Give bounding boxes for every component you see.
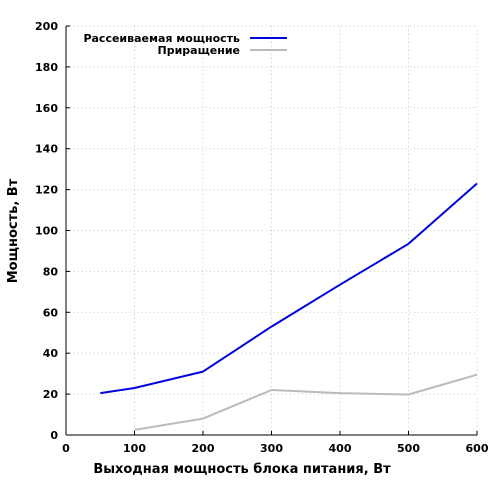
x-tick-label: 500 bbox=[397, 442, 420, 455]
legend-label-2: Приращение bbox=[158, 44, 240, 57]
series-lines bbox=[100, 183, 477, 430]
grid bbox=[66, 26, 477, 435]
y-tick-label: 200 bbox=[35, 20, 58, 33]
x-axis-title: Выходная мощность блока питания, Вт bbox=[93, 462, 391, 477]
series-line-2 bbox=[135, 375, 478, 430]
y-tick-label: 20 bbox=[43, 388, 59, 401]
y-tick-label: 40 bbox=[43, 347, 59, 360]
x-tick-label: 100 bbox=[123, 442, 146, 455]
x-tick-label: 400 bbox=[329, 442, 352, 455]
x-tick-label: 600 bbox=[466, 442, 489, 455]
x-tick-label: 0 bbox=[62, 442, 70, 455]
x-tick-label: 200 bbox=[192, 442, 215, 455]
y-tick-label: 180 bbox=[35, 61, 58, 74]
y-tick-label: 100 bbox=[35, 225, 58, 238]
series-line-1 bbox=[100, 184, 477, 394]
y-tick-label: 160 bbox=[35, 102, 58, 115]
tick-labels: 0 100 200 300 400 500 600 0 20 40 60 80 100 120 140 160… bbox=[35, 20, 489, 455]
x-tick-label: 300 bbox=[260, 442, 283, 455]
y-axis-title: Мощность, Вт bbox=[6, 178, 21, 283]
y-tick-label: 80 bbox=[43, 265, 59, 278]
y-tick-label: 0 bbox=[50, 429, 58, 442]
y-tick-label: 140 bbox=[35, 143, 58, 156]
y-tick-label: 120 bbox=[35, 184, 58, 197]
y-tick-label: 60 bbox=[43, 306, 59, 319]
